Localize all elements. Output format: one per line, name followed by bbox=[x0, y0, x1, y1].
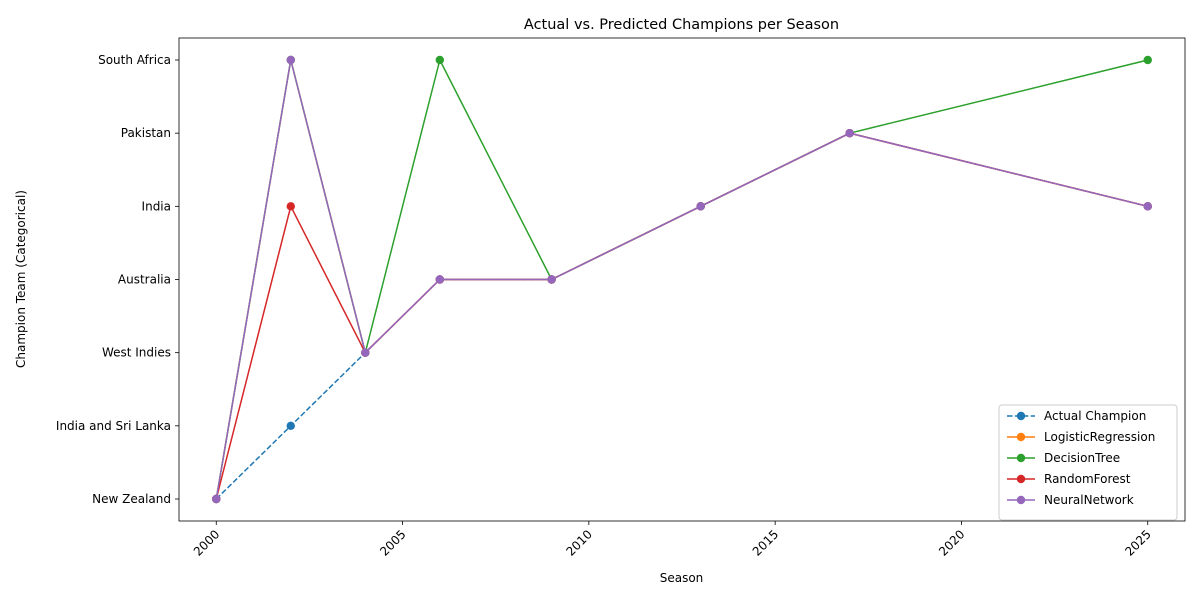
data-point bbox=[361, 348, 370, 357]
legend-label: RandomForest bbox=[1044, 472, 1131, 486]
x-tick-label: 2015 bbox=[750, 527, 781, 558]
data-point bbox=[435, 275, 445, 284]
data-point bbox=[286, 55, 295, 65]
data-point bbox=[1143, 202, 1152, 211]
y-tick-label: India bbox=[142, 199, 171, 213]
legend-swatch-marker bbox=[1016, 411, 1026, 421]
data-point bbox=[1143, 55, 1152, 65]
data-point bbox=[547, 275, 556, 284]
legend-swatch-marker bbox=[1016, 453, 1026, 463]
data-point bbox=[212, 494, 221, 504]
series-neuralnetwork bbox=[212, 55, 1152, 504]
data-point bbox=[286, 421, 295, 431]
legend-label: DecisionTree bbox=[1044, 451, 1120, 465]
legend-swatch-marker bbox=[1016, 474, 1026, 484]
x-tick-label: 2025 bbox=[1122, 527, 1153, 558]
data-point bbox=[435, 55, 445, 65]
legend-swatch-marker bbox=[1016, 432, 1026, 442]
y-tick-label: Australia bbox=[118, 273, 171, 287]
chart-title: Actual vs. Predicted Champions per Seaso… bbox=[524, 17, 839, 33]
y-tick-label: West Indies bbox=[102, 346, 171, 360]
y-axis-title: Champion Team (Categorical) bbox=[14, 190, 28, 368]
data-point bbox=[286, 202, 295, 211]
series-line bbox=[215, 59, 1148, 500]
y-tick-label: Pakistan bbox=[121, 126, 171, 140]
x-tick-label: 2010 bbox=[563, 527, 594, 558]
y-tick-label: South Africa bbox=[98, 53, 171, 67]
legend-label: Actual Champion bbox=[1044, 409, 1146, 423]
y-tick-label: New Zealand bbox=[92, 492, 171, 506]
data-point bbox=[845, 128, 854, 138]
legend-label: LogisticRegression bbox=[1044, 430, 1155, 444]
legend-label: NeuralNetwork bbox=[1044, 493, 1134, 507]
x-tick-label: 2020 bbox=[936, 527, 967, 558]
legend-box bbox=[998, 404, 1178, 521]
x-tick-label: 2005 bbox=[377, 527, 408, 558]
y-tick-label: India and Sri Lanka bbox=[56, 419, 171, 433]
x-tick-label: 2000 bbox=[191, 527, 222, 558]
legend-swatch-marker bbox=[1016, 495, 1026, 505]
data-point bbox=[696, 202, 705, 211]
x-axis-title: Season bbox=[660, 571, 704, 585]
